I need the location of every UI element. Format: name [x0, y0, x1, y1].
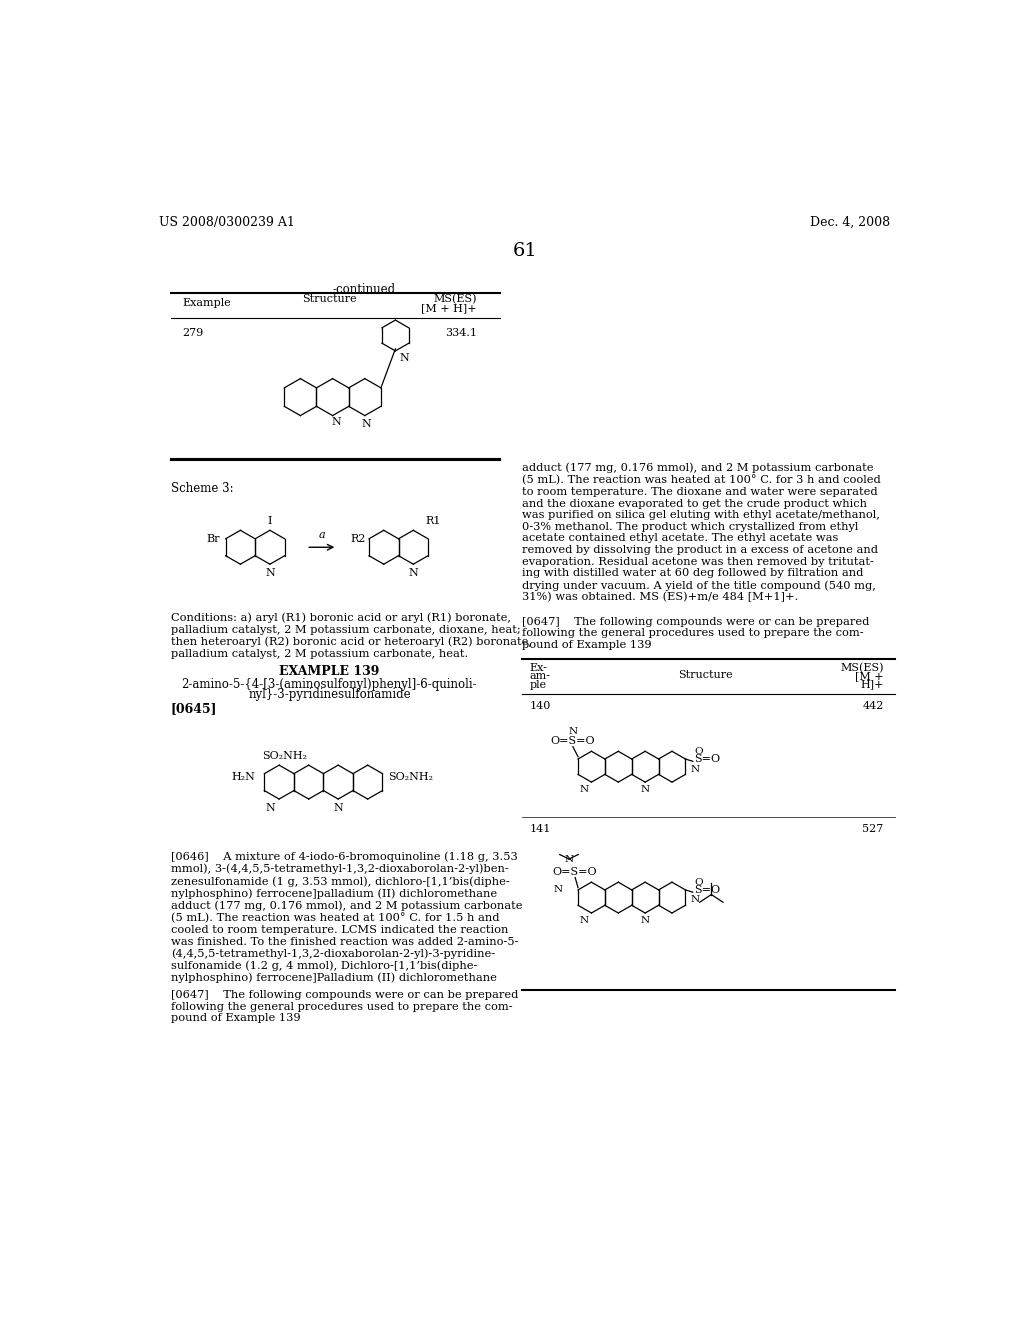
- Text: -continued: -continued: [333, 284, 396, 296]
- Text: N: N: [409, 568, 418, 578]
- Text: am-: am-: [529, 671, 551, 681]
- Text: SO₂NH₂: SO₂NH₂: [388, 772, 433, 781]
- Text: US 2008/0300239 A1: US 2008/0300239 A1: [159, 216, 295, 230]
- Text: ple: ple: [529, 680, 547, 689]
- Text: N: N: [690, 895, 699, 904]
- Text: N: N: [580, 916, 588, 925]
- Text: I: I: [267, 516, 272, 527]
- Text: [M +: [M +: [855, 671, 884, 681]
- Text: [0646]    A mixture of 4-iodo-6-bromoquinoline (1.18 g, 3.53
mmol), 3-(4,4,5,5-t: [0646] A mixture of 4-iodo-6-bromoquinol…: [171, 851, 522, 983]
- Text: S=O: S=O: [694, 754, 721, 764]
- Text: MS(ES): MS(ES): [840, 663, 884, 673]
- Text: N: N: [265, 568, 274, 578]
- Text: N: N: [554, 886, 563, 895]
- Text: [M + H]+: [M + H]+: [421, 304, 477, 313]
- Text: nyl}-3-pyridinesulfonamide: nyl}-3-pyridinesulfonamide: [248, 688, 411, 701]
- Text: N: N: [568, 727, 578, 735]
- Text: EXAMPLE 139: EXAMPLE 139: [280, 665, 380, 678]
- Text: O=S=O: O=S=O: [553, 867, 597, 878]
- Text: N: N: [564, 854, 573, 863]
- Text: N: N: [580, 785, 588, 795]
- Text: N: N: [399, 354, 410, 363]
- Text: a: a: [318, 529, 325, 540]
- Text: SO₂NH₂: SO₂NH₂: [262, 751, 307, 762]
- Text: O: O: [694, 878, 702, 887]
- Text: 2-amino-5-{4-[3-(aminosulfonyl)phenyl]-6-quinoli-: 2-amino-5-{4-[3-(aminosulfonyl)phenyl]-6…: [181, 678, 477, 692]
- Text: H₂N: H₂N: [231, 772, 256, 781]
- Text: N: N: [641, 785, 649, 795]
- Text: adduct (177 mg, 0.176 mmol), and 2 M potassium carbonate
(5 mL). The reaction wa: adduct (177 mg, 0.176 mmol), and 2 M pot…: [521, 462, 881, 602]
- Text: 334.1: 334.1: [444, 327, 477, 338]
- Text: 442: 442: [862, 701, 884, 711]
- Text: 527: 527: [862, 825, 884, 834]
- Text: N: N: [332, 417, 341, 428]
- Text: [0647]    The following compounds were or can be prepared
following the general : [0647] The following compounds were or c…: [521, 616, 869, 649]
- Text: 61: 61: [512, 242, 538, 260]
- Text: Br: Br: [206, 533, 220, 544]
- Text: R1: R1: [425, 516, 440, 527]
- Text: N: N: [361, 420, 372, 429]
- Text: N: N: [334, 803, 343, 813]
- Text: R2: R2: [350, 533, 366, 544]
- Text: S=O: S=O: [694, 884, 721, 895]
- Text: H]+: H]+: [860, 680, 884, 689]
- Text: O=S=O: O=S=O: [551, 737, 595, 746]
- Text: 279: 279: [182, 327, 204, 338]
- Text: Structure: Structure: [678, 671, 733, 680]
- Text: Scheme 3:: Scheme 3:: [171, 482, 233, 495]
- Text: Structure: Structure: [302, 294, 356, 304]
- Text: 141: 141: [529, 825, 551, 834]
- Text: N: N: [265, 803, 275, 813]
- Text: MS(ES): MS(ES): [433, 294, 477, 304]
- Text: [0645]: [0645]: [171, 702, 217, 715]
- Text: N: N: [641, 916, 649, 925]
- Text: O: O: [694, 747, 702, 756]
- Text: Ex-: Ex-: [529, 663, 547, 673]
- Text: Example: Example: [182, 298, 231, 308]
- Text: Dec. 4, 2008: Dec. 4, 2008: [810, 216, 891, 230]
- Text: N: N: [690, 764, 699, 774]
- Text: [0647]    The following compounds were or can be prepared
following the general : [0647] The following compounds were or c…: [171, 990, 518, 1023]
- Text: 140: 140: [529, 701, 551, 711]
- Text: Conditions: a) aryl (R1) boronic acid or aryl (R1) boronate,
palladium catalyst,: Conditions: a) aryl (R1) boronic acid or…: [171, 612, 531, 659]
